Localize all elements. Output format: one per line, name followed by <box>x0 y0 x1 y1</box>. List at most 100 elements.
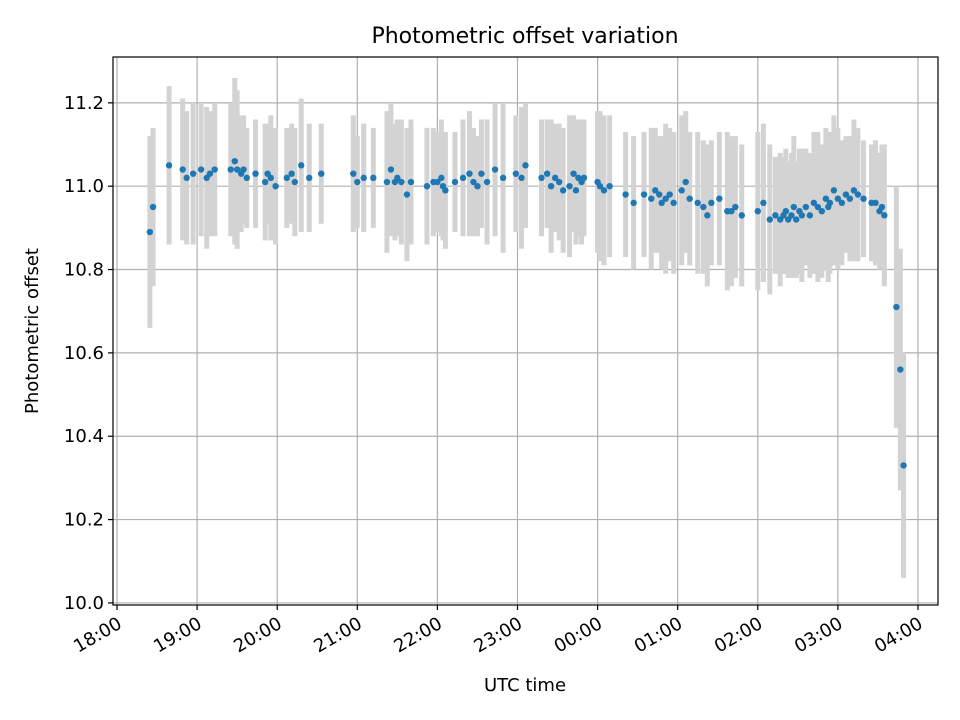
data-point <box>708 199 715 207</box>
y-axis-ticks: 10.0 10.2 10.4 10.6 10.8 11.0 11.2 <box>64 93 113 614</box>
data-point <box>652 187 659 194</box>
data-point <box>760 199 767 207</box>
data-point <box>543 170 551 177</box>
data-point <box>149 203 157 211</box>
data-point <box>682 178 689 186</box>
data-point <box>146 228 154 236</box>
data-point <box>810 199 818 207</box>
data-point <box>350 170 357 177</box>
data-point <box>165 162 173 169</box>
data-point <box>793 216 800 223</box>
data-point <box>298 162 305 169</box>
data-point <box>459 174 467 182</box>
data-point <box>846 195 854 202</box>
data-point <box>407 178 415 186</box>
data-point <box>227 166 234 173</box>
data-point <box>183 174 190 182</box>
data-point <box>354 178 361 186</box>
data-point <box>686 195 693 202</box>
data-point <box>272 182 279 190</box>
data-point <box>854 191 862 198</box>
data-point <box>442 187 449 194</box>
data-point <box>288 170 295 177</box>
data-point <box>766 216 773 223</box>
data-point <box>398 178 405 186</box>
chart-title: Photometric offset variation <box>371 24 678 49</box>
data-point <box>470 178 477 186</box>
data-point <box>559 187 567 194</box>
data-point <box>572 187 580 194</box>
data-point <box>900 462 907 469</box>
data-point <box>790 203 798 211</box>
data-point <box>860 195 867 202</box>
data-point <box>822 195 830 202</box>
data-point <box>538 174 545 182</box>
data-point <box>252 170 259 177</box>
data-point <box>826 199 834 207</box>
data-point <box>893 303 900 311</box>
data-point <box>370 174 377 182</box>
y-tick-label: 11.0 <box>64 176 104 197</box>
data-point <box>306 174 313 182</box>
data-point <box>211 166 218 173</box>
data-point <box>512 170 520 177</box>
data-point <box>728 207 735 215</box>
data-point <box>551 174 559 182</box>
data-point <box>189 170 197 177</box>
data-point <box>197 166 205 173</box>
data-point <box>499 174 507 182</box>
plot-frame <box>112 56 939 606</box>
data-point <box>658 199 665 207</box>
data-point <box>434 178 441 186</box>
data-point <box>283 174 291 182</box>
data-point <box>438 174 445 182</box>
data-point <box>580 174 588 182</box>
data-point <box>240 166 247 173</box>
data-point <box>754 207 761 215</box>
data-point <box>261 178 269 186</box>
data-point <box>423 182 431 190</box>
y-tick-label: 11.2 <box>64 93 104 114</box>
data-point <box>466 170 473 177</box>
data-point <box>818 207 826 215</box>
data-point <box>547 182 555 190</box>
data-point <box>732 203 739 211</box>
data-point <box>648 195 655 202</box>
data-point <box>318 170 325 177</box>
data-point <box>518 174 525 182</box>
y-tick-label: 10.6 <box>64 343 104 364</box>
y-axis-label: Photometric offset <box>22 248 43 414</box>
data-point <box>596 182 604 190</box>
data-point <box>850 187 858 194</box>
y-tick-label: 10.2 <box>64 510 104 531</box>
data-point <box>802 203 810 211</box>
data-point <box>451 178 459 186</box>
data-point <box>243 174 250 182</box>
data-point <box>656 191 663 198</box>
data-point <box>606 182 613 190</box>
data-point <box>662 195 669 202</box>
data-point <box>772 212 779 219</box>
data-point <box>622 191 629 198</box>
y-tick-label: 10.0 <box>64 593 104 614</box>
data-point <box>570 170 577 177</box>
data-point <box>842 191 850 198</box>
data-point <box>179 166 186 173</box>
data-point <box>670 199 677 207</box>
data-point <box>291 178 299 186</box>
data-point <box>555 178 563 186</box>
data-point <box>782 207 790 215</box>
data-point <box>383 178 391 186</box>
data-point <box>233 166 241 173</box>
data-point <box>640 191 648 198</box>
data-point <box>394 174 401 182</box>
x-axis-label: UTC time <box>484 675 566 696</box>
data-point <box>403 191 411 198</box>
data-point <box>830 187 838 194</box>
data-point <box>838 199 846 207</box>
data-point <box>716 195 723 202</box>
data-point <box>387 166 395 173</box>
y-tick-label: 10.8 <box>64 260 104 281</box>
